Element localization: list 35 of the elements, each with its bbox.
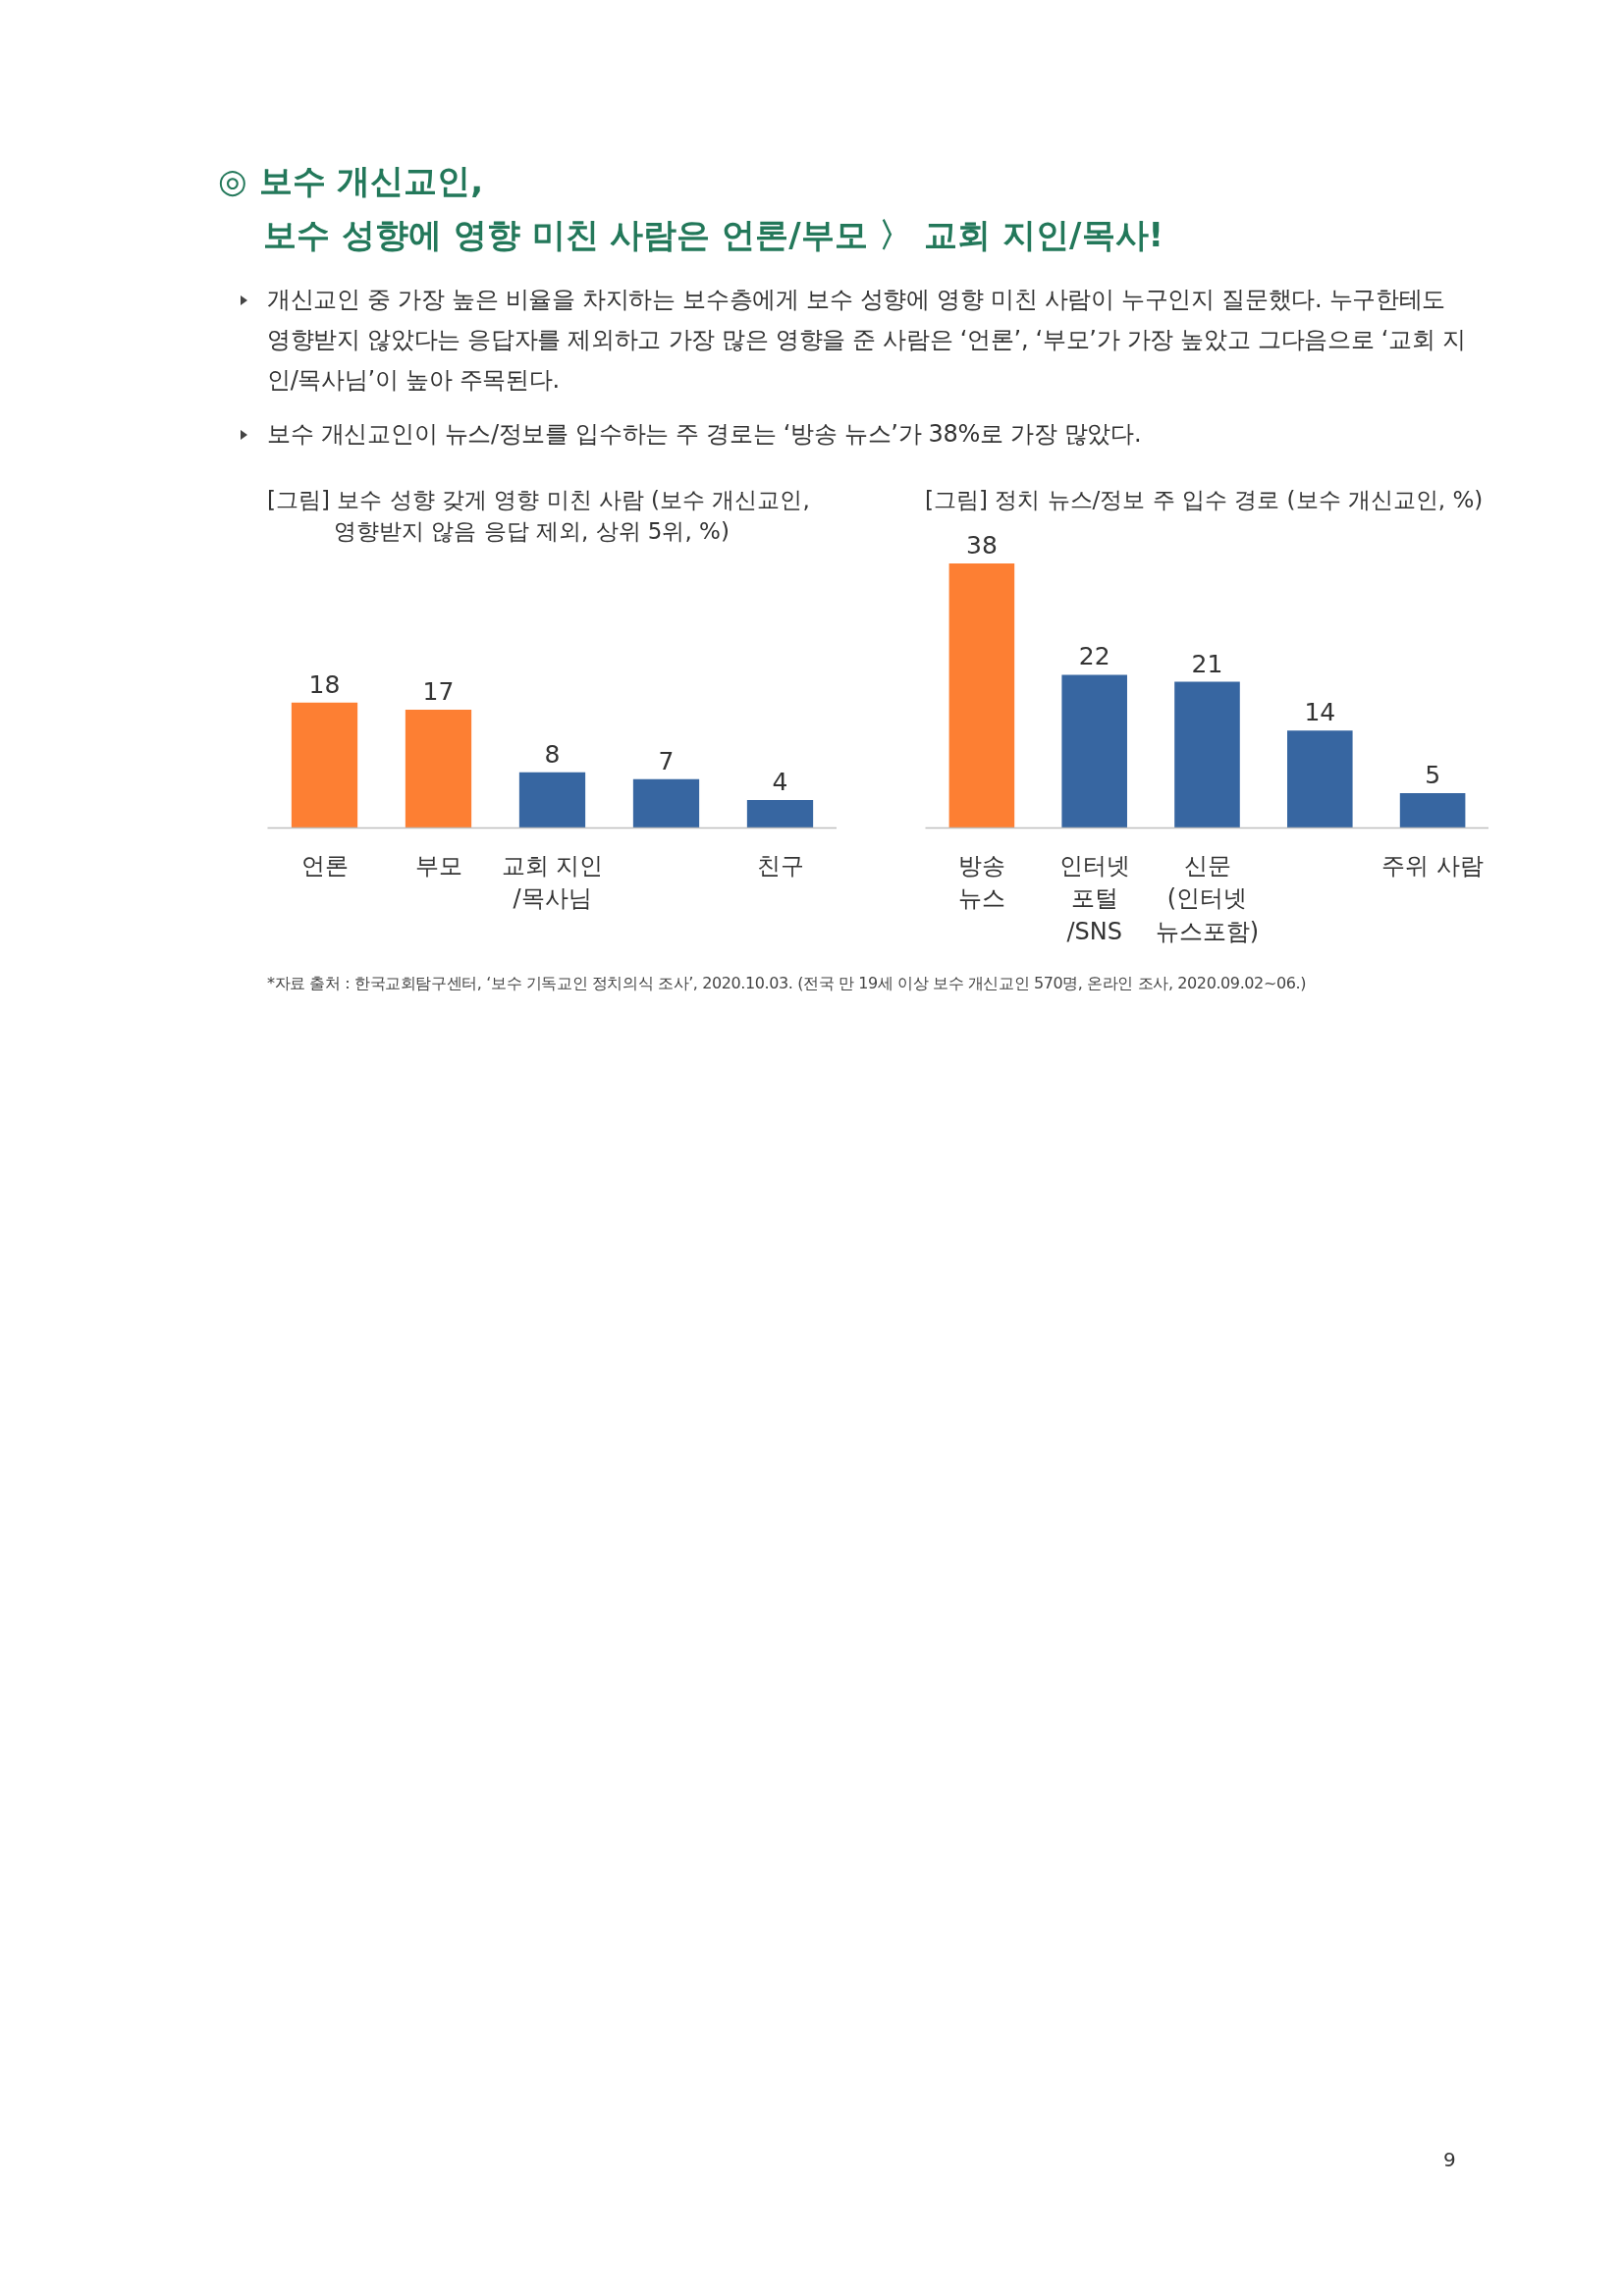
- chart-title: [그림] 보수 성향 갖게 영향 미친 사람 (보수 개신교인, 영향받지 않음 응답 제외, 상위 5위, %): [267, 486, 810, 546]
- bar: [948, 562, 1015, 828]
- x-tick-label: 신문 (인터넷 뉴스포함): [1155, 851, 1260, 945]
- text: *자료 출처 : 한국교회탐구센터, ‘보수 기독교인 정치의식 조사’, 2020.10.03. (전국 만 19세 이상 보수 개신교인 570명, 온라인 조사, 2020.09.02~06.): [267, 973, 1306, 994]
- bar: [291, 702, 358, 828]
- data-label: 17: [422, 676, 455, 706]
- x-tick-label: 인터넷 포털 /SNS: [1058, 851, 1130, 945]
- x-tick-label: 친구: [756, 851, 804, 880]
- x-tick-label: 방송 뉴스: [957, 851, 1005, 913]
- data-label: 8: [544, 739, 561, 769]
- data-label: 14: [1304, 698, 1336, 727]
- x-tick-label: 주위 사람: [1381, 851, 1484, 880]
- data-label: 18: [308, 669, 341, 699]
- bar: [746, 800, 814, 828]
- bar: [1399, 793, 1466, 828]
- x-tick-label: 교회 지인 /목사님: [501, 851, 604, 913]
- text: ◎ 보수 개신교인, 보수 성향에 영향 미친 사람은 언론/부모 〉 교회 지인/목사!: [218, 160, 1164, 256]
- bar: [632, 778, 700, 828]
- data-label: 21: [1191, 649, 1223, 678]
- text: 보수 개신교인이 뉴스/정보를 입수하는 주 경로는 ‘방송 뉴스’가 38%로 가장 많았다.: [266, 419, 1143, 450]
- x-tick-label: 언론: [300, 851, 349, 880]
- text: 9: [1443, 2147, 1456, 2173]
- bar: [518, 772, 586, 828]
- bar: [1174, 681, 1240, 828]
- data-label: 4: [772, 768, 788, 797]
- bar: [1061, 674, 1127, 828]
- bar: [1287, 730, 1353, 828]
- chart-title: [그림] 정치 뉴스/정보 주 입수 경로 (보수 개신교인, %): [925, 486, 1484, 514]
- data-label: 7: [658, 746, 675, 775]
- bar: [405, 709, 472, 828]
- text: 개신교인 중 가장 높은 비율을 차지하는 보수층에게 보수 성향에 영향 미친 사람이 누구인지 질문했다. 누구한테도 영향받지 않았다는 응답자를 제외하고 가장 많은 영향을 준 사람은 ‘언론’, ‘부모’가 가장 높았고 그다음으로 ‘교회 지인/목사님’이 높아 주목된다.: [266, 285, 1467, 396]
- x-tick-label: 부모: [414, 851, 462, 880]
- data-label: 5: [1425, 761, 1441, 790]
- data-label: 22: [1078, 642, 1110, 671]
- data-label: 38: [965, 530, 998, 560]
